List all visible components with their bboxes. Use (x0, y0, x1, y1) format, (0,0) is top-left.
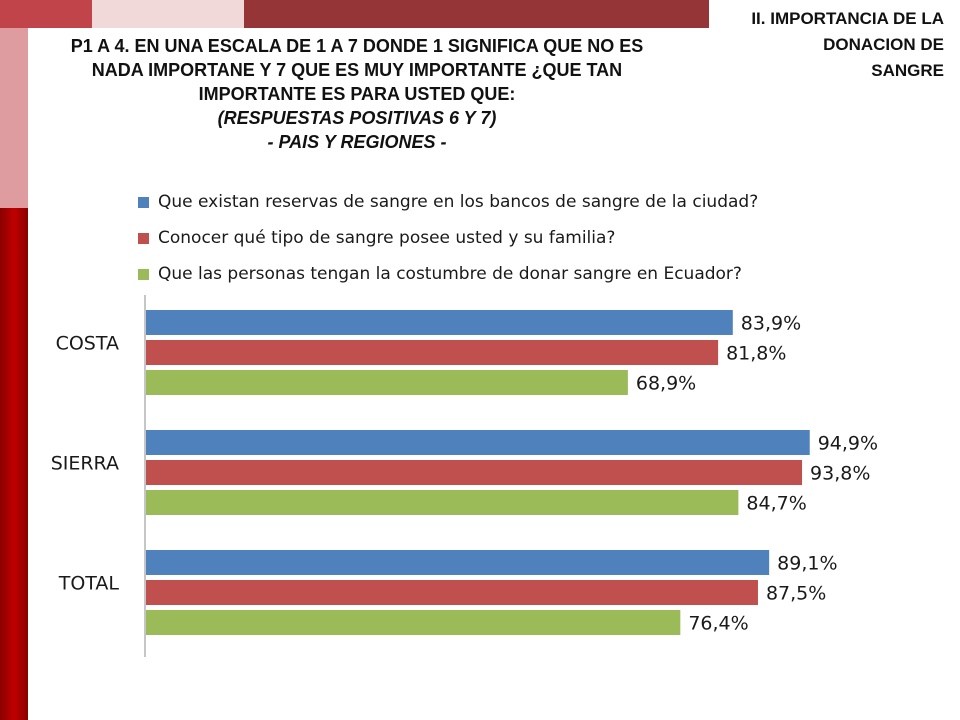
legend-swatch (138, 269, 149, 280)
data-label: 89,1% (777, 553, 837, 575)
data-label: 94,9% (818, 433, 878, 455)
data-label: 93,8% (810, 463, 870, 485)
section-line: DONACION DE (823, 35, 944, 54)
data-label: 76,4% (688, 613, 748, 635)
bar (146, 490, 739, 515)
bar (146, 340, 719, 365)
data-label: 84,7% (746, 493, 806, 515)
legend-label: Que existan reservas de sangre en los ba… (158, 192, 759, 212)
legend-swatch (138, 197, 149, 208)
category-label: SIERRA (51, 453, 119, 475)
bar (146, 610, 681, 635)
decor-bar-top-red (0, 0, 92, 28)
question-line: IMPORTANTE ES PARA USTED QUE: (198, 84, 516, 104)
section-heading: II. IMPORTANCIA DE LA DONACION DE SANGRE (690, 6, 944, 84)
category-label: COSTA (56, 333, 119, 355)
bar (146, 370, 628, 395)
category-label: TOTAL (58, 573, 120, 595)
legend-label: Que las personas tengan la costumbre de … (158, 264, 742, 284)
chart-subtitle: (RESPUESTAS POSITIVAS 6 Y 7) (217, 108, 497, 128)
chart-subtitle: - PAIS Y REGIONES - (267, 132, 447, 152)
data-label: 68,9% (636, 373, 696, 395)
decor-bar-left-red (0, 208, 28, 720)
decor-bar-top-pink (92, 0, 244, 28)
decor-bar-top-maroon (244, 0, 709, 28)
question-line: NADA IMPORTANE Y 7 QUE ES MUY IMPORTANTE… (91, 60, 623, 80)
section-line: SANGRE (871, 61, 944, 80)
bar (146, 550, 770, 575)
data-label: 87,5% (766, 583, 826, 605)
question-title: P1 A 4. EN UNA ESCALA DE 1 A 7 DONDE 1 S… (36, 34, 678, 154)
bar (146, 460, 803, 485)
data-label: 81,8% (726, 343, 786, 365)
bar (146, 310, 733, 335)
legend-swatch (138, 233, 149, 244)
legend-label: Conocer qué tipo de sangre posee usted y… (158, 228, 616, 248)
decor-bar-left-pink (0, 28, 28, 208)
section-line: II. IMPORTANCIA DE LA (751, 9, 944, 28)
bar (146, 430, 810, 455)
question-line: P1 A 4. EN UNA ESCALA DE 1 A 7 DONDE 1 S… (70, 36, 644, 56)
data-label: 83,9% (741, 313, 801, 335)
bar (146, 580, 758, 605)
